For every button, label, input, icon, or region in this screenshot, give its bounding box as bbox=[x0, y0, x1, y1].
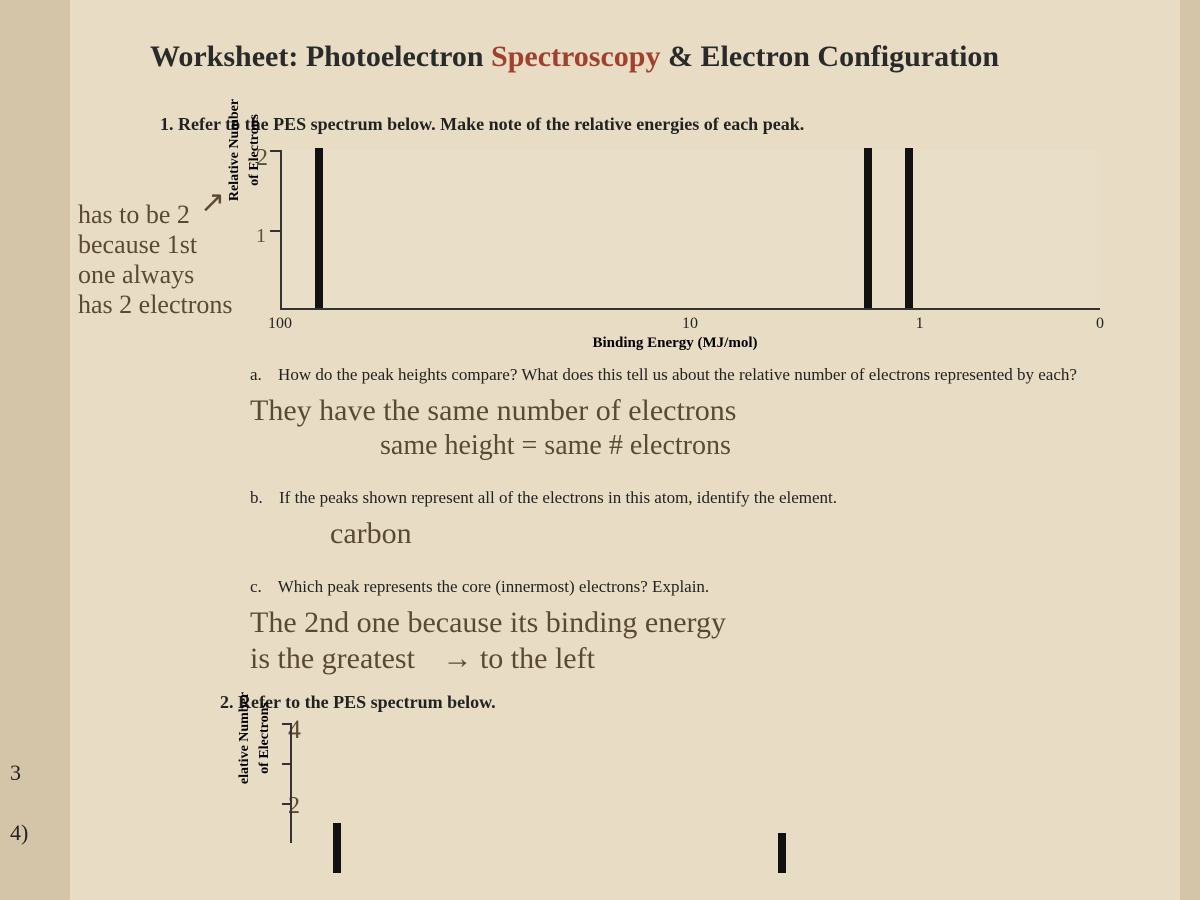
pes-chart-1: Relative Number of Electrons 2 1 Binding… bbox=[240, 150, 1110, 340]
q1a-label: a. bbox=[250, 365, 262, 384]
chart2-ytick bbox=[282, 803, 292, 805]
worksheet-title: Worksheet: Photoelectron Spectroscopy & … bbox=[150, 40, 1150, 74]
q1c-text: Which peak represents the core (innermos… bbox=[278, 577, 709, 596]
chart1-ytick bbox=[270, 150, 280, 152]
question-1b: b. If the peaks shown represent all of t… bbox=[250, 488, 1150, 508]
page-mark-4: 4) bbox=[10, 820, 28, 846]
q1b-text: If the peaks shown represent all of the … bbox=[279, 488, 837, 507]
chart1-peak bbox=[905, 148, 913, 308]
question-1a: a. How do the peak heights compare? What… bbox=[250, 365, 1150, 385]
q1b-label: b. bbox=[250, 488, 263, 507]
margin-handwriting: has to be 2 because 1st one always has 2… bbox=[78, 200, 233, 320]
chart1-xtick-label: 1 bbox=[916, 315, 924, 333]
chart2-y-label-2: of Electrons bbox=[257, 663, 273, 813]
q1a-text: How do the peak heights compare? What do… bbox=[278, 365, 1077, 384]
chart1-xtick-label: 0 bbox=[1096, 315, 1104, 333]
chart2-ytick bbox=[282, 763, 292, 765]
hand-ytick-2: 2 bbox=[256, 145, 268, 172]
page-mark-3: 3 bbox=[10, 760, 21, 786]
chart1-xtick-label: 10 bbox=[682, 315, 698, 333]
question-1: 1. Refer to the PES spectrum below. Make… bbox=[160, 114, 1150, 135]
answer-1c-line1: The 2nd one because its binding energy bbox=[250, 605, 1150, 641]
chart1-plot-area bbox=[280, 150, 1100, 310]
chart2-y-label-1: elative Number bbox=[237, 663, 253, 813]
answer-1c-line2b: → to the left bbox=[442, 642, 594, 675]
title-spec: Spectroscopy bbox=[491, 40, 660, 73]
worksheet-page: Worksheet: Photoelectron Spectroscopy & … bbox=[70, 0, 1180, 900]
chart1-ytick bbox=[270, 230, 280, 232]
chart2-peak bbox=[333, 823, 341, 873]
question-2: 2. Refer to the PES spectrum below. bbox=[220, 692, 1150, 713]
answer-1c-line2: is the greatest → to the left bbox=[250, 641, 1150, 677]
pes-chart-2: elative Number of Electrons 4 2 bbox=[250, 723, 1110, 843]
chart2-plot-area bbox=[290, 723, 1100, 843]
question-1c: c. Which peak represents the core (inner… bbox=[250, 577, 1150, 597]
chart2-peak bbox=[778, 833, 786, 873]
chart2-ytick bbox=[282, 723, 292, 725]
answer-1a-line1: They have the same number of electrons bbox=[250, 393, 1150, 429]
chart1-x-label: Binding Energy (MJ/mol) bbox=[240, 335, 1110, 352]
title-pre: Worksheet: Photoelectron bbox=[150, 40, 491, 73]
answer-1c-line2a: is the greatest bbox=[250, 642, 415, 675]
chart1-xtick-label: 100 bbox=[268, 315, 292, 333]
chart1-peak bbox=[864, 148, 872, 308]
answer-1a-line2: same height = same # electrons bbox=[380, 429, 1150, 463]
title-post: & Electron Configuration bbox=[661, 40, 1000, 73]
chart1-peak bbox=[315, 148, 323, 308]
answer-1b: carbon bbox=[330, 516, 1150, 552]
hand-ytick-1: 1 bbox=[256, 225, 266, 248]
q1c-label: c. bbox=[250, 577, 262, 596]
